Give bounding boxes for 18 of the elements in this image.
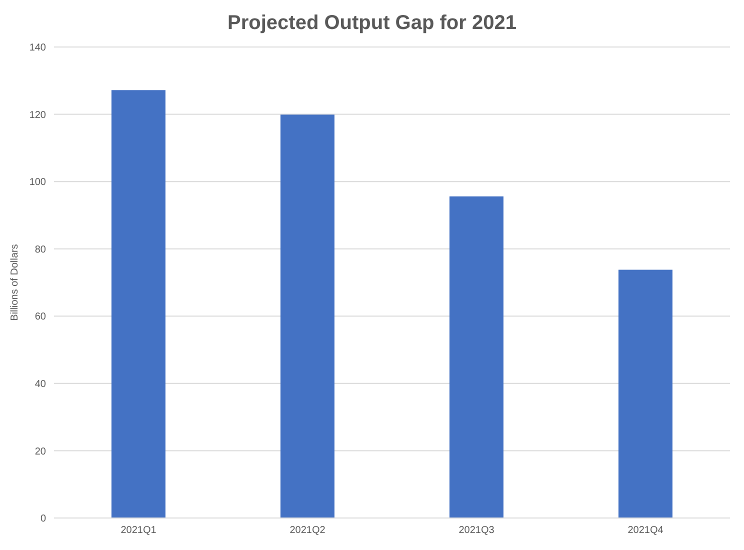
y-tick-label: 60 — [34, 312, 46, 323]
y-tick-label: 100 — [29, 177, 46, 188]
x-tick-label: 2021Q4 — [628, 525, 664, 536]
x-tick-label: 2021Q3 — [458, 525, 495, 536]
bar — [111, 90, 166, 518]
bar — [449, 196, 504, 518]
bar — [618, 270, 672, 518]
chart-title: Projected Output Gap for 2021 — [226, 11, 518, 36]
y-tick-label: 40 — [34, 378, 46, 390]
x-tick-label: 2021Q1 — [120, 525, 157, 536]
y-axis-title: Billions of Dollars — [10, 244, 21, 321]
y-tick-label: 0 — [40, 514, 46, 525]
y-tick-label: 20 — [34, 446, 46, 458]
x-tick-label: 2021Q2 — [290, 525, 326, 536]
y-tick-label: 120 — [29, 110, 46, 121]
bar — [280, 114, 334, 518]
y-tick-label: 140 — [29, 42, 46, 54]
y-tick-label: 80 — [34, 244, 46, 256]
